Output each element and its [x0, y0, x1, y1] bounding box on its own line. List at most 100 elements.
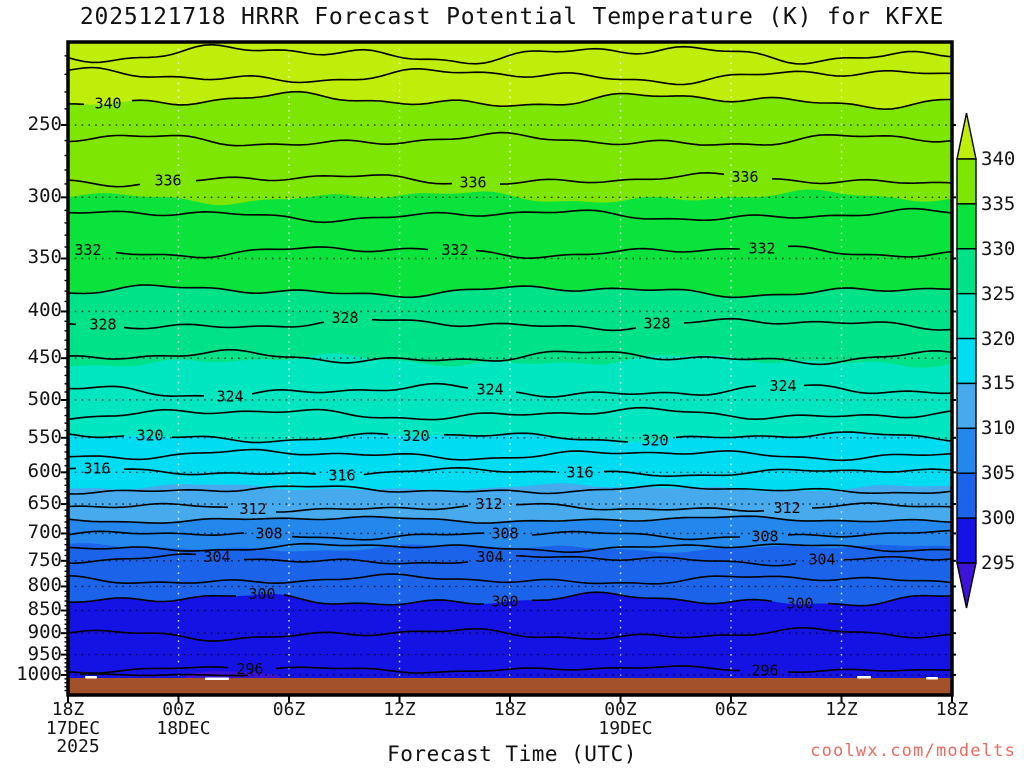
- contour-line: [68, 284, 952, 299]
- x-tick-label: 00Z: [604, 699, 637, 720]
- contour-label: 300: [491, 592, 518, 610]
- contour-line: [68, 131, 952, 147]
- x-axis-title: Forecast Time (UTC): [387, 742, 637, 766]
- colorbar-segment: [956, 248, 977, 295]
- contour-label: 316: [566, 463, 593, 481]
- contour-line: [123, 321, 325, 330]
- contour-label: 320: [641, 431, 668, 449]
- colorbar-label: 305: [981, 462, 1016, 485]
- contour-label: 336: [154, 172, 181, 190]
- contour-line: [68, 348, 952, 366]
- x-tick-label: 06Z: [272, 699, 306, 720]
- y-tick-label: 400: [27, 299, 62, 322]
- contour-line: [195, 174, 453, 185]
- contour-line: [123, 468, 317, 476]
- terrain-white-dash: [857, 676, 871, 679]
- terrain-white-dash: [926, 677, 938, 680]
- contour-label: 324: [769, 377, 796, 395]
- contour-line: [603, 468, 952, 478]
- contour-line: [811, 502, 952, 509]
- contour-label: 312: [239, 500, 266, 518]
- contour-line: [444, 432, 629, 443]
- contour-label: 312: [773, 499, 800, 517]
- contour-label: 332: [748, 239, 775, 257]
- contour-line: [68, 103, 85, 106]
- contour-line: [115, 246, 429, 259]
- colorbar-label: 340: [981, 148, 1016, 170]
- contour-line: [68, 66, 952, 86]
- contour-label: 308: [491, 525, 518, 543]
- colorbar-bottom-arrow: [956, 562, 977, 609]
- contour-line: [243, 558, 469, 565]
- colorbar-segment: [956, 517, 977, 564]
- contour-line: [68, 553, 197, 565]
- contour-line: [131, 90, 952, 110]
- contour-label: 320: [136, 427, 163, 445]
- y-tick-label: 1000: [16, 662, 62, 685]
- contour-label: 316: [328, 467, 355, 485]
- contour-label: 304: [476, 548, 503, 566]
- contour-line: [68, 573, 952, 585]
- theta-band: [68, 592, 952, 695]
- y-tick-label: 350: [27, 246, 62, 269]
- y-tick-label: 300: [27, 185, 62, 208]
- contour-line: [68, 179, 141, 188]
- contour-label: 328: [89, 316, 116, 334]
- x-tick-label: 12Z: [383, 699, 416, 720]
- contour-line: [68, 530, 245, 537]
- colorbar-label: 325: [981, 282, 1016, 305]
- contour-label: 328: [643, 315, 670, 333]
- y-tick-label: 900: [27, 621, 62, 644]
- contour-line: [531, 530, 740, 541]
- contour-line: [68, 448, 952, 462]
- contour-label: 304: [808, 551, 835, 569]
- colorbar-label: 295: [981, 552, 1016, 574]
- terrain-band: [68, 678, 952, 695]
- contour-label: 336: [459, 174, 486, 192]
- colorbar-segment: [956, 382, 977, 430]
- colorbar-label: 310: [981, 417, 1016, 440]
- contour-line: [787, 668, 952, 674]
- contour-line: [475, 247, 741, 260]
- contour-label: 296: [236, 660, 263, 678]
- contour-line: [68, 515, 952, 524]
- terrain-white-dash: [205, 677, 229, 680]
- x-tick-label: 00Z: [162, 699, 195, 720]
- y-tick-label: 500: [27, 387, 62, 410]
- contour-line: [843, 555, 952, 561]
- y-tick-label: 450: [27, 346, 62, 369]
- contour-label: 320: [402, 427, 429, 445]
- x-date-label: 17DEC: [45, 718, 101, 739]
- y-tick-label: 600: [27, 460, 62, 483]
- contour-line: [68, 207, 952, 224]
- contour-line: [68, 626, 952, 642]
- contour-line: [68, 433, 125, 439]
- contour-line: [68, 385, 205, 398]
- contour-line: [771, 178, 952, 185]
- contour-line: [283, 594, 484, 606]
- contour-line: [683, 317, 952, 331]
- y-tick-label: 950: [27, 642, 62, 665]
- x-tick-label: 18Z: [51, 699, 85, 720]
- contour-label: 308: [751, 527, 778, 545]
- contour-line: [275, 665, 741, 674]
- y-tick-label: 700: [27, 521, 62, 544]
- contour-line: [827, 594, 952, 607]
- contour-line: [276, 505, 469, 513]
- colorbar-segment: [956, 427, 977, 474]
- contour-label: 308: [255, 524, 282, 542]
- contour-line: [68, 406, 952, 421]
- contour-label: 316: [83, 459, 110, 477]
- plot-area: 340 336 336 336 332 332 332 328 328 328 324 324 324 3…: [68, 42, 952, 695]
- y-tick-label: 550: [27, 425, 62, 448]
- colorbar-segment: [956, 158, 977, 205]
- contour-line: [803, 384, 952, 395]
- contour-line: [363, 466, 557, 476]
- colorbar-label: 330: [981, 237, 1016, 260]
- contour-line: [515, 385, 757, 398]
- x-tick-label: 12Z: [825, 699, 858, 720]
- contour-line: [251, 382, 469, 395]
- contour-line: [371, 318, 637, 332]
